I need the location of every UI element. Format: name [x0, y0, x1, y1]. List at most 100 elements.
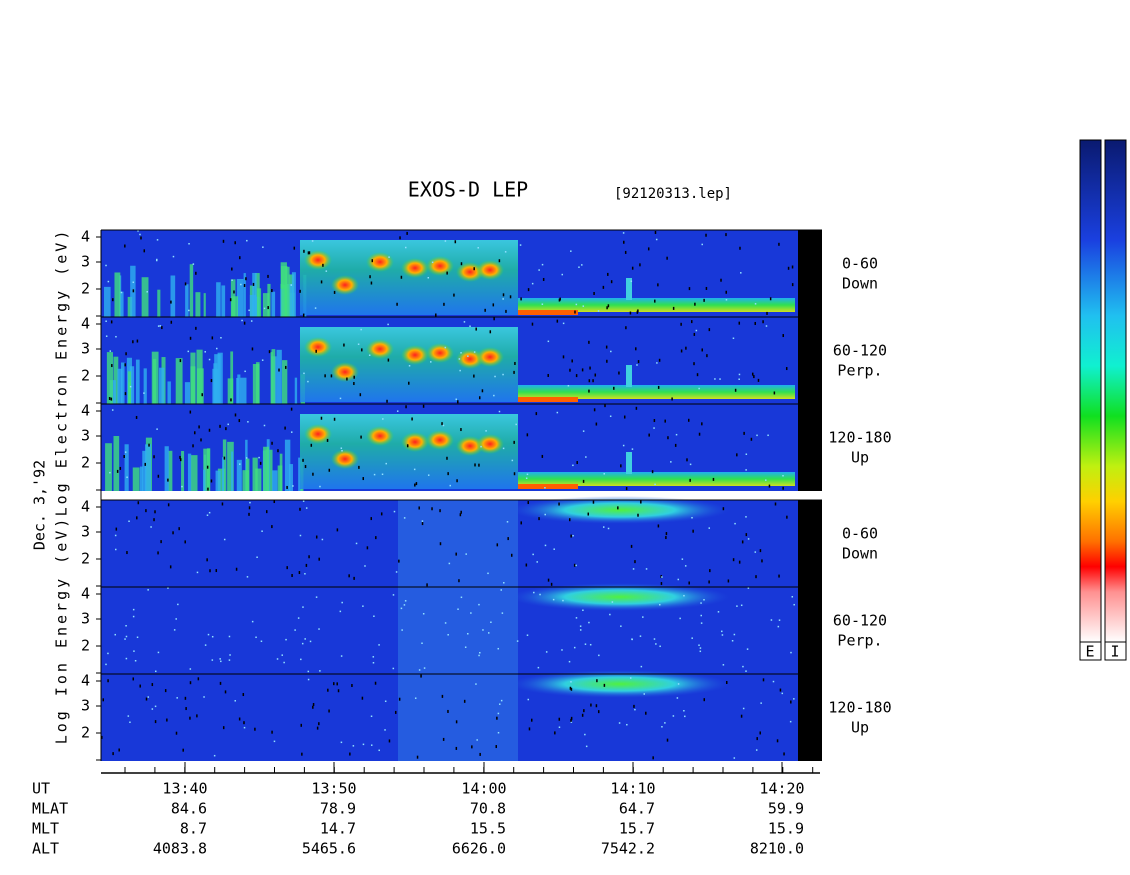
noise-dot — [319, 670, 321, 672]
noise-dot — [128, 520, 130, 523]
noise-dot — [101, 735, 103, 739]
noise-dot — [153, 455, 155, 459]
noise-dot — [732, 558, 735, 562]
noise-dot — [271, 525, 273, 529]
energy-band-edge — [518, 484, 578, 489]
noise-dot — [456, 479, 458, 483]
noise-dot — [447, 472, 449, 476]
noise-dot — [388, 739, 391, 743]
noise-dot — [333, 682, 335, 686]
noise-dot — [631, 448, 634, 450]
noise-dot — [776, 739, 779, 743]
noise-dot — [406, 231, 408, 235]
noise-dot — [475, 683, 477, 685]
noise-dot — [299, 507, 301, 511]
noise-dot — [160, 540, 162, 544]
noise-dot — [353, 375, 355, 379]
noise-dot — [208, 358, 211, 361]
noise-dot — [446, 271, 448, 275]
noise-dot — [143, 249, 146, 253]
data-gap — [798, 230, 822, 491]
noise-dot — [653, 419, 656, 423]
noise-dot — [204, 644, 207, 646]
noise-dot — [782, 474, 784, 477]
noise-dot — [105, 264, 107, 267]
y-tick-label: 3 — [81, 340, 90, 358]
y-tick-label: 2 — [81, 637, 90, 655]
noise-dot — [362, 605, 364, 607]
spectrum-streak — [271, 349, 276, 404]
spectrum-streak — [222, 457, 225, 491]
noise-dot — [655, 238, 658, 241]
noise-dot — [645, 568, 648, 570]
noise-dot — [581, 264, 583, 266]
hot-spot — [401, 345, 429, 365]
noise-dot — [506, 521, 509, 523]
noise-dot — [312, 703, 315, 707]
noise-dot — [683, 710, 685, 712]
noise-dot — [779, 688, 782, 692]
spectrum-streak — [135, 359, 140, 404]
noise-dot — [769, 297, 772, 301]
noise-dot — [727, 579, 730, 583]
noise-dot — [513, 472, 516, 476]
noise-dot — [396, 302, 398, 306]
noise-dot — [195, 326, 197, 330]
noise-dot — [137, 230, 139, 232]
noise-dot — [156, 428, 158, 430]
noise-dot — [339, 397, 342, 400]
noise-dot — [731, 640, 734, 642]
noise-dot — [664, 419, 666, 423]
row-label: MLT — [32, 820, 59, 838]
noise-dot — [105, 663, 107, 666]
noise-dot — [593, 291, 595, 295]
noise-dot — [745, 533, 748, 537]
spectrum-streak — [203, 469, 206, 491]
noise-dot — [505, 309, 507, 313]
noise-dot — [170, 300, 172, 304]
noise-dot — [458, 579, 460, 583]
noise-dot — [470, 612, 472, 614]
noise-dot — [454, 240, 457, 244]
noise-dot — [124, 363, 126, 367]
noise-dot — [597, 310, 600, 312]
noise-dot — [211, 635, 214, 638]
y-tick-label: 3 — [81, 253, 90, 271]
noise-dot — [467, 633, 469, 635]
spectrum-streak — [236, 459, 242, 491]
noise-dot — [778, 242, 780, 246]
noise-dot — [455, 720, 458, 724]
noise-dot — [695, 329, 698, 332]
spectrum-streak — [189, 264, 194, 317]
noise-dot — [315, 349, 317, 353]
noise-dot — [700, 622, 703, 624]
noise-dot — [265, 510, 268, 514]
spectrum-streak — [237, 374, 241, 404]
noise-dot — [444, 240, 447, 242]
noise-dot — [126, 476, 128, 479]
noise-dot — [211, 659, 214, 661]
hot-spot — [476, 347, 504, 367]
noise-dot — [447, 634, 449, 636]
noise-dot — [185, 707, 187, 711]
noise-dot — [496, 716, 498, 720]
noise-dot — [114, 633, 117, 636]
noise-dot — [364, 565, 366, 567]
noise-dot — [229, 298, 232, 302]
noise-dot — [778, 619, 781, 621]
noise-dot — [123, 454, 125, 458]
noise-dot — [679, 617, 681, 620]
noise-dot — [480, 445, 482, 448]
noise-dot — [685, 346, 687, 350]
noise-dot — [463, 699, 466, 703]
noise-dot — [105, 335, 108, 337]
noise-dot — [108, 397, 111, 401]
noise-dot — [116, 469, 119, 473]
noise-dot — [247, 421, 249, 423]
noise-dot — [381, 473, 384, 476]
noise-dot — [311, 240, 314, 242]
noise-dot — [213, 754, 216, 757]
noise-dot — [189, 681, 192, 685]
spectrum-streak — [227, 441, 234, 491]
noise-dot — [629, 311, 632, 315]
